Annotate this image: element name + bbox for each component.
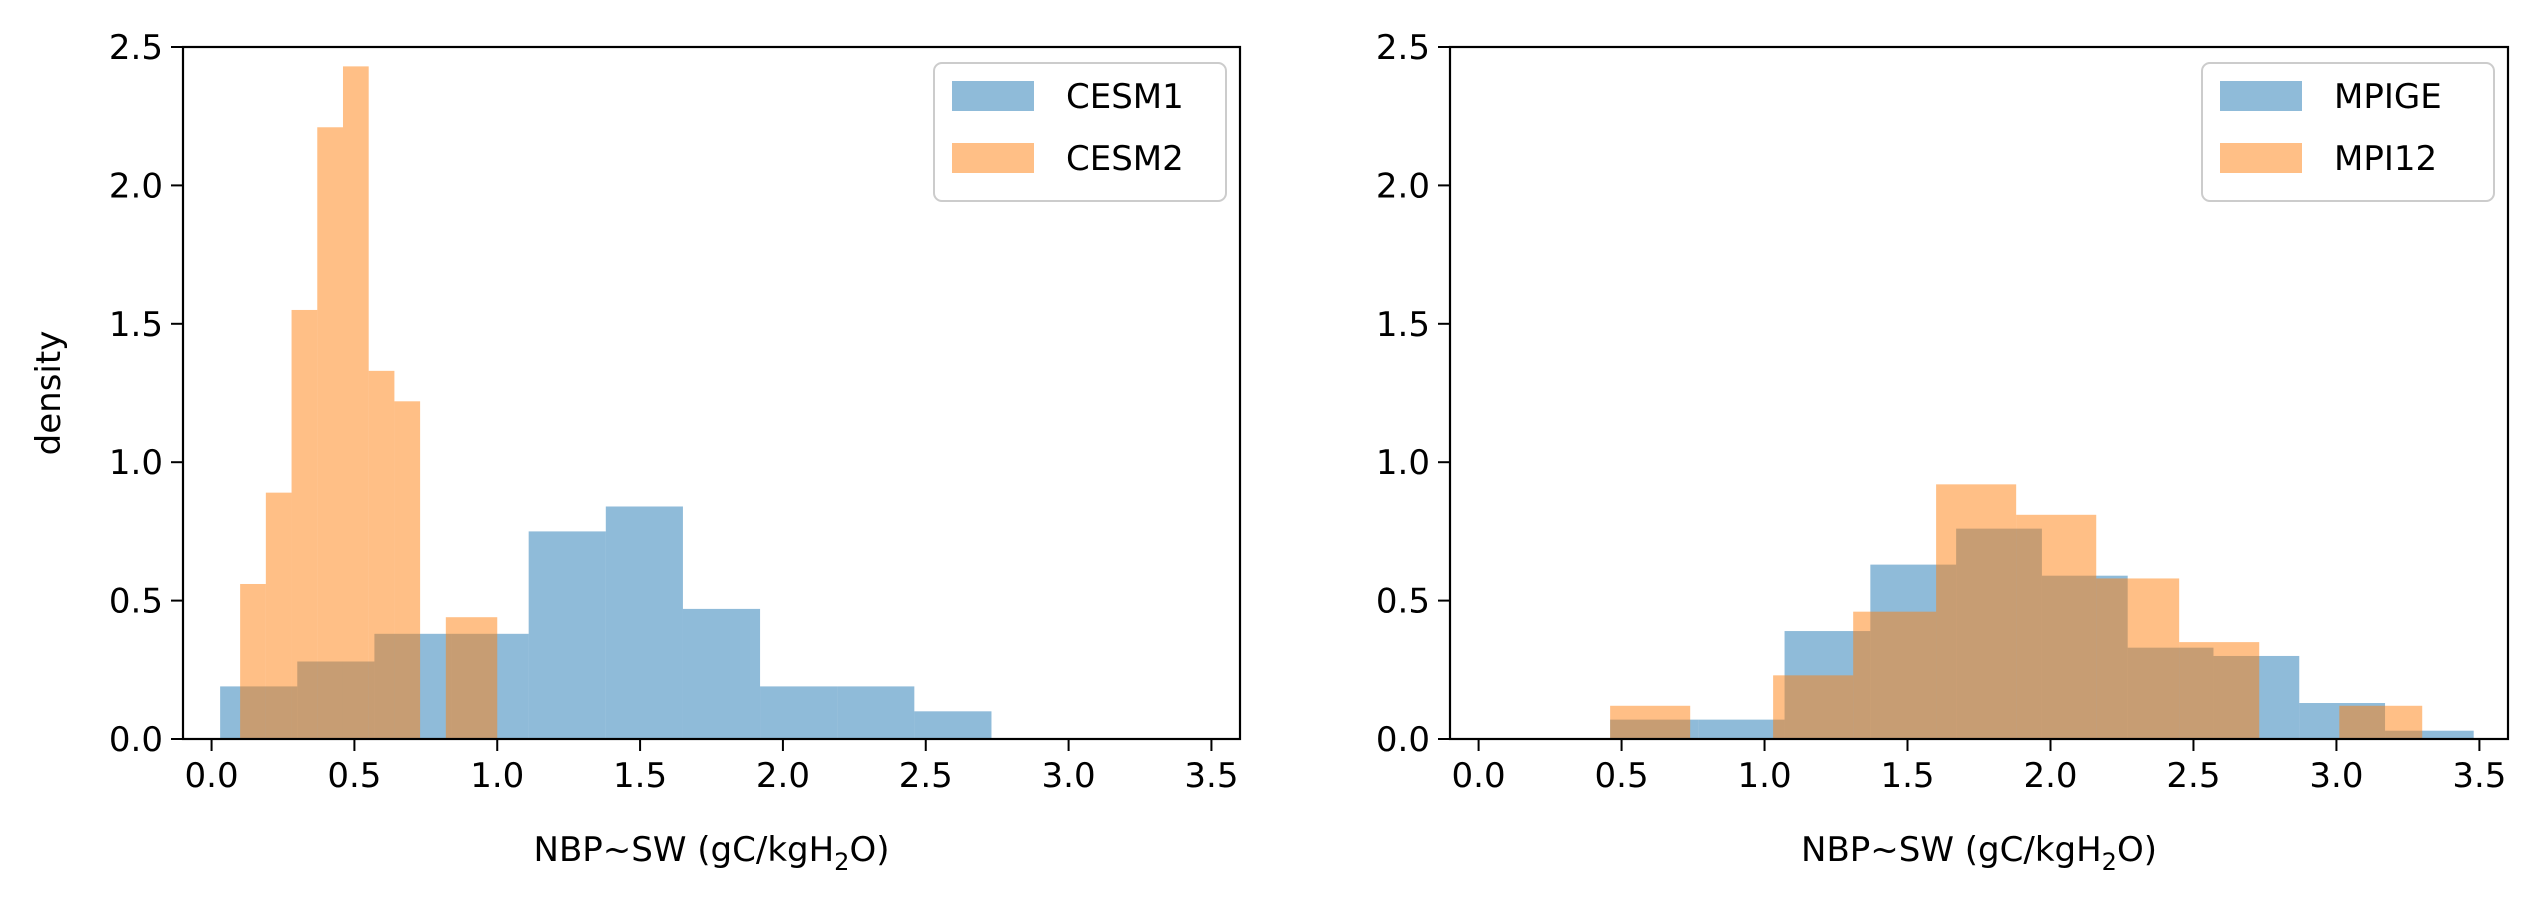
x-tick-label: 1.5 [1880, 756, 1934, 796]
y-tick-label: 1.0 [109, 443, 163, 483]
legend-swatch-cesm1 [952, 81, 1034, 111]
y-tick-label: 2.0 [109, 166, 163, 206]
x-tick-label: 2.5 [899, 756, 953, 796]
x-tick-label: 3.0 [2309, 756, 2363, 796]
y-tick-label: 1.0 [1376, 443, 1430, 483]
histogram-bar-cesm2-2 [291, 309, 318, 739]
legend-label-mpi12: MPI12 [2334, 139, 2437, 179]
histogram-bar-mpi12-2 [1773, 675, 1854, 739]
left-histogram-panel: 0.0 0.5 1.0 1.5 2.0 2.5 3.0 3.5 0.0 0.5 1.0 1.5 2.0 2… [29, 28, 1242, 876]
axes-frame [1448, 45, 2510, 741]
histogram-bar-mpi12-7 [2179, 642, 2260, 739]
x-tick-label: 0.5 [327, 756, 381, 796]
histogram-bar-mpi12-3 [1853, 611, 1937, 739]
histogram-bar-cesm2-5 [368, 370, 395, 739]
x-tick-label: 3.5 [1184, 756, 1238, 796]
y-tick-label: 1.5 [109, 305, 163, 345]
histogram-bar-mpige-9 [2385, 730, 2474, 739]
histogram-bar-cesm2-1 [265, 492, 292, 739]
y-axis: 0.0 0.5 1.0 1.5 2.0 2.5 [1376, 28, 1450, 760]
x-axis: 0.0 0.5 1.0 1.5 2.0 2.5 3.0 3.5 [185, 739, 1238, 796]
legend-swatch-mpige [2220, 81, 2302, 111]
y-tick-label: 0.5 [1376, 582, 1430, 622]
x-axis: 0.0 0.5 1.0 1.5 2.0 2.5 3.0 3.5 [1452, 739, 2506, 796]
legend-label-cesm2: CESM2 [1066, 139, 1184, 179]
axes-frame [181, 45, 1242, 741]
histogram-bar-cesm2-4 [342, 66, 369, 740]
y-tick-label: 0.5 [109, 582, 163, 622]
x-tick-label: 2.0 [756, 756, 810, 796]
legend: MPIGE MPI12 [2201, 62, 2495, 202]
x-tick-label: 3.5 [2452, 756, 2506, 796]
histogram-bar-mpi12-0 [1610, 705, 1691, 739]
x-tick-label: 2.0 [2023, 756, 2077, 796]
histogram-bar-cesm1-8 [837, 686, 915, 739]
series-mpi12 [1610, 484, 2423, 739]
x-tick-label: 0.0 [1452, 756, 1506, 796]
x-tick-label: 3.0 [1042, 756, 1096, 796]
x-tick-label: 0.5 [1595, 756, 1649, 796]
legend-label-cesm1: CESM1 [1066, 77, 1184, 117]
histogram-bar-cesm2-6 [394, 401, 421, 739]
x-tick-label: 1.0 [470, 756, 524, 796]
x-tick-label: 0.0 [185, 756, 239, 796]
histogram-bar-cesm1-7 [760, 686, 838, 739]
x-tick-label: 1.5 [613, 756, 667, 796]
x-tick-label: 1.0 [1738, 756, 1792, 796]
histogram-bar-cesm2-8 [445, 617, 498, 739]
y-tick-label: 2.5 [1376, 28, 1430, 68]
histogram-bar-cesm1-6 [682, 608, 761, 739]
y-axis-label: density [29, 331, 69, 456]
histogram-bar-cesm1-5 [605, 506, 683, 739]
histogram-bar-mpi12-6 [2096, 578, 2180, 739]
x-tick-label: 2.5 [2166, 756, 2220, 796]
right-histogram-panel: 0.0 0.5 1.0 1.5 2.0 2.5 3.0 3.5 0.0 0.5 1.0 1.5 2.0 2… [1376, 28, 2510, 876]
legend-label-mpige: MPIGE [2334, 77, 2442, 117]
y-tick-label: 2.5 [109, 28, 163, 68]
legend: CESM1 CESM2 [933, 62, 1227, 202]
histogram-bar-cesm1-9 [914, 711, 992, 739]
histogram-bar-mpi12-9 [2339, 705, 2423, 739]
legend-swatch-cesm2 [952, 143, 1034, 173]
x-axis-label: NBP~SW (gC/kgH2O) [1801, 830, 2157, 876]
x-axis-label: NBP~SW (gC/kgH2O) [534, 830, 890, 876]
y-tick-label: 0.0 [109, 720, 163, 760]
y-axis: 0.0 0.5 1.0 1.5 2.0 2.5 [109, 28, 183, 760]
y-tick-label: 1.5 [1376, 305, 1430, 345]
histogram-bar-cesm2-0 [240, 583, 266, 739]
histogram-bar-mpi12-4 [1936, 484, 2017, 739]
histogram-bar-cesm2-3 [317, 127, 343, 740]
y-tick-label: 2.0 [1376, 166, 1430, 206]
y-tick-label: 0.0 [1376, 720, 1430, 760]
histogram-bar-cesm1-4 [528, 531, 606, 739]
histogram-bar-mpi12-5 [2016, 514, 2097, 739]
series-cesm2 [240, 66, 498, 740]
histogram-bar-mpige-1 [1698, 719, 1785, 739]
legend-swatch-mpi12 [2220, 143, 2302, 173]
